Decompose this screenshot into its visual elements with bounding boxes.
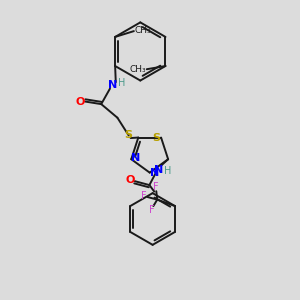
- Text: F: F: [148, 205, 154, 215]
- Text: N: N: [108, 80, 117, 90]
- Text: S: S: [125, 130, 133, 140]
- Text: F: F: [141, 191, 146, 201]
- Text: CH₃: CH₃: [129, 65, 146, 74]
- Text: N: N: [131, 153, 140, 163]
- Text: S: S: [153, 133, 160, 142]
- Text: O: O: [76, 97, 85, 106]
- Text: N: N: [150, 168, 159, 178]
- Text: F: F: [153, 182, 158, 192]
- Text: CH₃: CH₃: [135, 26, 152, 35]
- Text: H: H: [118, 78, 125, 88]
- Text: H: H: [164, 166, 171, 176]
- Text: O: O: [126, 175, 135, 185]
- Text: N: N: [154, 165, 163, 175]
